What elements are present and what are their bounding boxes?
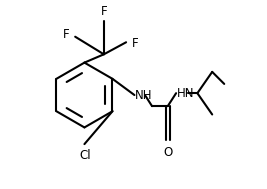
Text: F: F [132,37,138,50]
Text: F: F [63,28,70,41]
Text: Cl: Cl [80,149,91,162]
Text: F: F [101,5,107,18]
Text: HN: HN [177,87,195,100]
Text: NH: NH [135,88,153,101]
Text: O: O [163,146,172,159]
